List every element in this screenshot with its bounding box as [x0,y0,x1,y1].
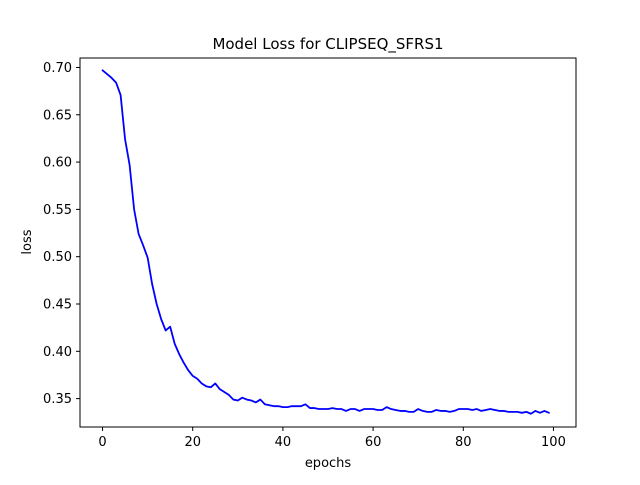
y-tick-label: 0.70 [43,61,72,76]
x-tick-label: 40 [275,435,292,450]
x-axis-label: epochs [305,456,352,471]
y-tick-label: 0.55 [43,203,72,218]
y-tick-label: 0.40 [43,345,72,360]
x-tick-label: 20 [184,435,201,450]
axes-frame [79,57,577,428]
y-tick-label: 0.50 [43,250,72,265]
y-axis-label: loss [20,229,35,254]
x-tick-label: 0 [98,435,106,450]
y-tick-label: 0.45 [43,298,72,313]
chart-title: Model Loss for CLIPSEQ_SFRS1 [212,35,443,54]
y-tick-label: 0.60 [43,156,72,171]
y-tick-label: 0.65 [43,108,72,123]
x-tick-label: 80 [455,435,472,450]
y-tick-label: 0.35 [43,392,72,407]
series-line [101,69,550,415]
x-tick-label: 100 [541,435,566,450]
x-axis-ticks: 0 20 40 60 80 100 [98,427,566,450]
y-axis-ticks: 0.35 0.40 0.45 0.50 0.55 0.60 0.65 0.70 [43,61,80,407]
x-tick-label: 60 [365,435,382,450]
